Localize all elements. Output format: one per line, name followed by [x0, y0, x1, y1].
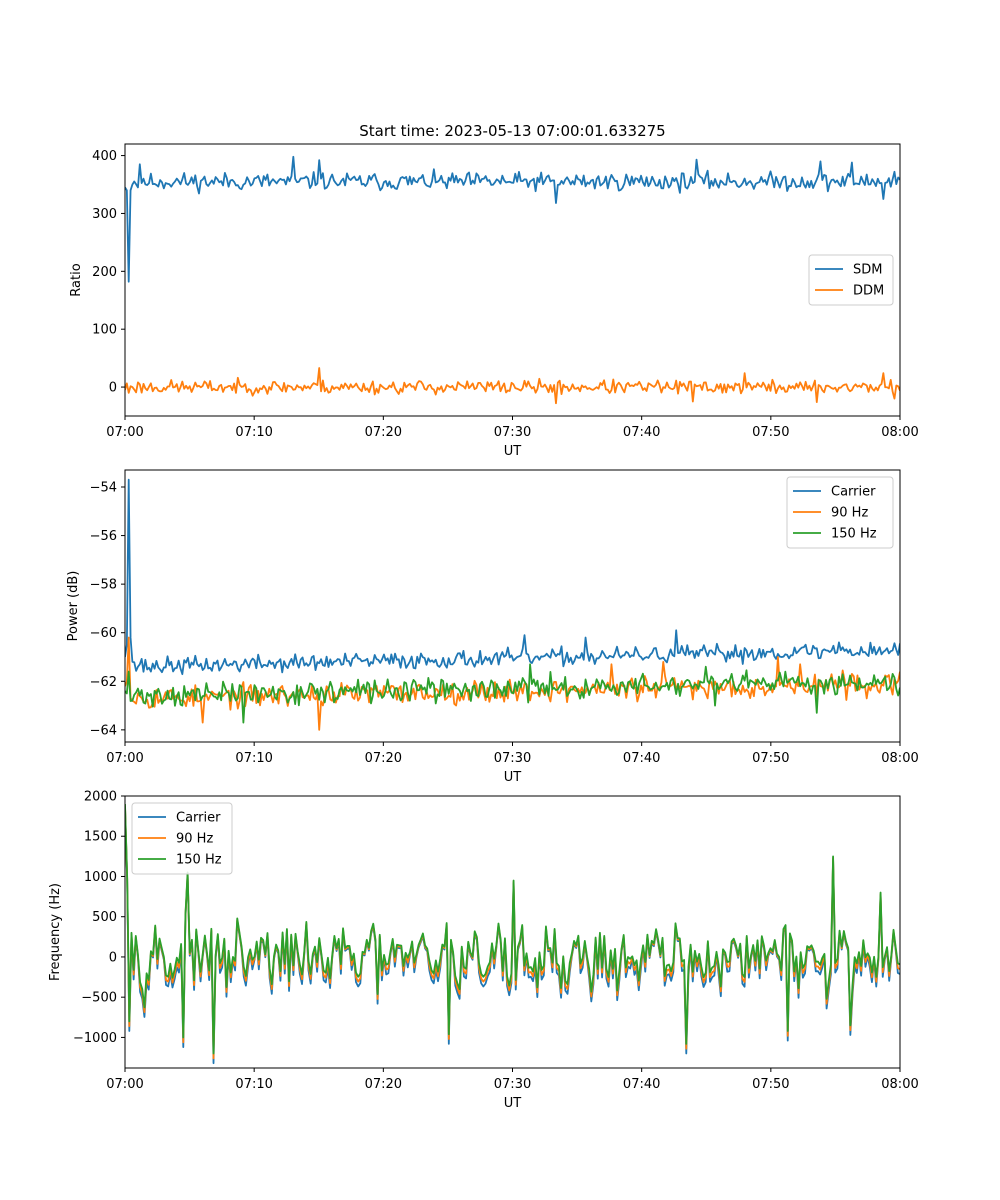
- series-line-150-hz: [125, 663, 900, 724]
- series-line-carrier: [125, 478, 900, 676]
- legend-box: [786, 476, 894, 549]
- x-tick-label: 07:10: [235, 751, 272, 766]
- y-tick-label: 0: [109, 950, 117, 965]
- legend-label: Carrier: [831, 485, 876, 500]
- figure-title: Start time: 2023-05-13 07:00:01.633275: [359, 122, 665, 140]
- x-tick-label: 07:10: [235, 425, 272, 440]
- legend-label: 150 Hz: [831, 527, 877, 542]
- x-axis-label: UT: [504, 1096, 522, 1111]
- legend-label: DDM: [853, 284, 884, 299]
- x-tick-label: 07:40: [623, 425, 660, 440]
- y-tick-label: 500: [92, 910, 117, 925]
- x-tick-label: 07:50: [752, 425, 789, 440]
- y-tick-label: 1000: [84, 870, 117, 885]
- legend-label: 150 Hz: [176, 853, 222, 868]
- x-tick-label: 08:00: [881, 425, 918, 440]
- y-tick-label: 100: [92, 323, 117, 338]
- y-axis-label: Power (dB): [66, 571, 81, 642]
- legend-label: 90 Hz: [831, 506, 868, 521]
- x-tick-label: 08:00: [881, 1077, 918, 1092]
- legend: Carrier 90 Hz 150 Hz: [131, 802, 233, 875]
- x-tick-label: 07:30: [494, 751, 531, 766]
- y-tick-label: 0: [109, 381, 117, 396]
- x-axis-label: UT: [504, 444, 522, 459]
- y-tick-label: −54: [90, 481, 117, 496]
- legend-label: Carrier: [176, 811, 221, 826]
- panel-ratio: 07:00 07:10 07:20 07:30 07:40 07:50 08:00 UT 0 10…: [69, 143, 919, 459]
- x-axis-label: UT: [504, 770, 522, 785]
- y-tick-label: 400: [92, 149, 117, 164]
- y-tick-label: −500: [81, 991, 117, 1006]
- panel-power: 07:00 07:10 07:20 07:30 07:40 07:50 08:00 UT −64…: [66, 469, 919, 785]
- legend: Carrier 90 Hz 150 Hz: [786, 476, 894, 549]
- y-tick-label: −56: [90, 529, 117, 544]
- x-tick-label: 07:10: [235, 1077, 272, 1092]
- y-axis-label: Ratio: [69, 263, 84, 296]
- x-tick-label: 07:50: [752, 1077, 789, 1092]
- x-tick-label: 07:20: [365, 425, 402, 440]
- y-tick-label: −64: [90, 723, 117, 738]
- panel-frequency: 07:00 07:10 07:20 07:30 07:40 07:50 08:00 UT −10…: [48, 790, 919, 1112]
- x-tick-label: 07:40: [623, 751, 660, 766]
- series-line-150-hz: [125, 804, 900, 1055]
- y-tick-label: −58: [90, 578, 117, 593]
- y-tick-label: 2000: [84, 790, 117, 805]
- x-tick-label: 07:40: [623, 1077, 660, 1092]
- x-tick-label: 07:30: [494, 1077, 531, 1092]
- y-tick-label: −62: [90, 675, 117, 690]
- x-tick-label: 07:00: [106, 751, 143, 766]
- x-tick-label: 07:20: [365, 1077, 402, 1092]
- series-line-sdm: [125, 155, 900, 283]
- x-tick-label: 07:30: [494, 425, 531, 440]
- y-tick-label: 1500: [84, 830, 117, 845]
- y-tick-label: 200: [92, 265, 117, 280]
- x-tick-label: 07:00: [106, 425, 143, 440]
- x-tick-label: 07:50: [752, 751, 789, 766]
- y-tick-label: −60: [90, 626, 117, 641]
- y-axis-label: Frequency (Hz): [48, 883, 63, 981]
- legend-box: [131, 802, 233, 875]
- x-tick-label: 07:20: [365, 751, 402, 766]
- y-tick-label: −1000: [73, 1031, 117, 1046]
- series-line-ddm: [125, 367, 900, 405]
- x-tick-label: 08:00: [881, 751, 918, 766]
- x-tick-label: 07:00: [106, 1077, 143, 1092]
- legend-label: SDM: [853, 263, 882, 278]
- legend: SDM DDM: [808, 254, 894, 306]
- legend-label: 90 Hz: [176, 832, 213, 847]
- legend-box: [808, 254, 894, 306]
- y-tick-label: 300: [92, 207, 117, 222]
